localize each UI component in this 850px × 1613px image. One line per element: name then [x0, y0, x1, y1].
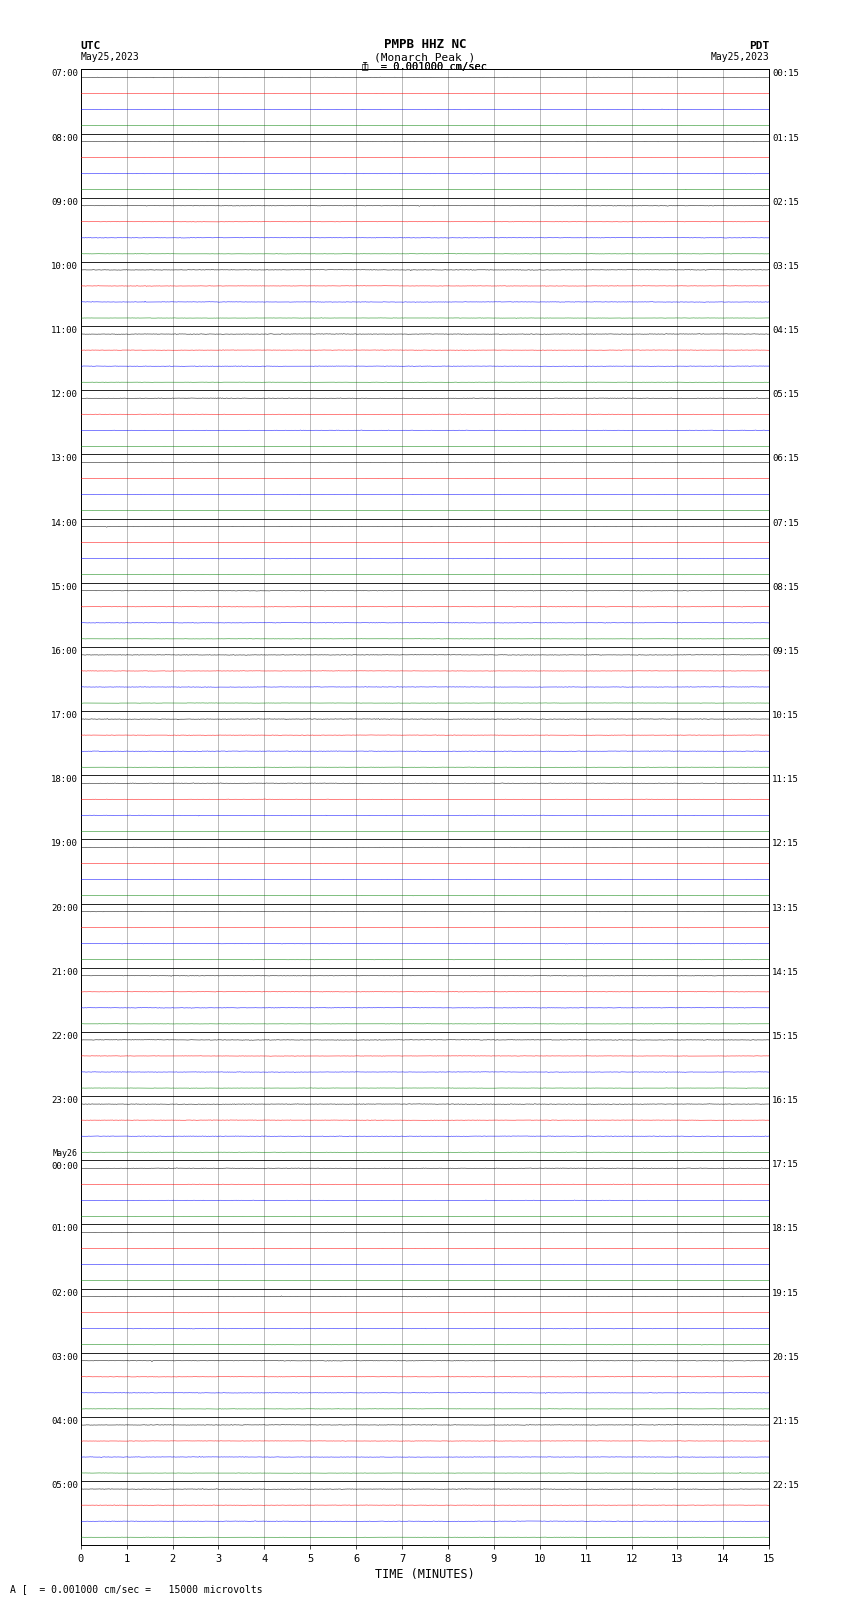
- Text: 17:00: 17:00: [51, 711, 78, 719]
- Text: 17:15: 17:15: [772, 1160, 799, 1169]
- Text: 15:00: 15:00: [51, 582, 78, 592]
- Text: 10:15: 10:15: [772, 711, 799, 719]
- Text: 04:15: 04:15: [772, 326, 799, 336]
- Text: 20:15: 20:15: [772, 1353, 799, 1361]
- Text: I  = 0.001000 cm/sec: I = 0.001000 cm/sec: [362, 61, 488, 71]
- Text: 04:00: 04:00: [51, 1416, 78, 1426]
- Text: □  = 0.001000 cm/sec: □ = 0.001000 cm/sec: [362, 61, 488, 71]
- Text: 08:15: 08:15: [772, 582, 799, 592]
- Text: 12:00: 12:00: [51, 390, 78, 398]
- Text: PDT: PDT: [749, 40, 769, 50]
- Text: 09:00: 09:00: [51, 198, 78, 206]
- Text: 08:00: 08:00: [51, 134, 78, 142]
- Text: 19:15: 19:15: [772, 1289, 799, 1297]
- Text: 01:15: 01:15: [772, 134, 799, 142]
- Text: 10:00: 10:00: [51, 261, 78, 271]
- Text: 00:00: 00:00: [51, 1161, 78, 1171]
- Text: 09:15: 09:15: [772, 647, 799, 656]
- Text: (Monarch Peak ): (Monarch Peak ): [374, 52, 476, 63]
- Text: 22:00: 22:00: [51, 1032, 78, 1040]
- Text: 14:00: 14:00: [51, 518, 78, 527]
- Text: 21:00: 21:00: [51, 968, 78, 977]
- Text: 07:15: 07:15: [772, 518, 799, 527]
- Text: 12:15: 12:15: [772, 839, 799, 848]
- Text: May25,2023: May25,2023: [81, 52, 139, 63]
- Text: 21:15: 21:15: [772, 1416, 799, 1426]
- Text: 03:00: 03:00: [51, 1353, 78, 1361]
- Text: 23:00: 23:00: [51, 1097, 78, 1105]
- Text: 20:00: 20:00: [51, 903, 78, 913]
- Text: 00:15: 00:15: [772, 69, 799, 79]
- Text: 19:00: 19:00: [51, 839, 78, 848]
- Text: 15:15: 15:15: [772, 1032, 799, 1040]
- Text: 18:00: 18:00: [51, 776, 78, 784]
- Text: 01:00: 01:00: [51, 1224, 78, 1234]
- Text: 02:00: 02:00: [51, 1289, 78, 1297]
- Text: 05:00: 05:00: [51, 1481, 78, 1490]
- Text: 14:15: 14:15: [772, 968, 799, 977]
- Text: 16:00: 16:00: [51, 647, 78, 656]
- Text: 07:00: 07:00: [51, 69, 78, 79]
- Text: 13:00: 13:00: [51, 455, 78, 463]
- Text: 11:15: 11:15: [772, 776, 799, 784]
- X-axis label: TIME (MINUTES): TIME (MINUTES): [375, 1568, 475, 1581]
- Text: 03:15: 03:15: [772, 261, 799, 271]
- Text: May26: May26: [53, 1148, 78, 1158]
- Text: May25,2023: May25,2023: [711, 52, 769, 63]
- Text: 22:15: 22:15: [772, 1481, 799, 1490]
- Text: 05:15: 05:15: [772, 390, 799, 398]
- Text: PMPB HHZ NC: PMPB HHZ NC: [383, 37, 467, 50]
- Text: 16:15: 16:15: [772, 1097, 799, 1105]
- Text: UTC: UTC: [81, 40, 101, 50]
- Text: 02:15: 02:15: [772, 198, 799, 206]
- Text: 18:15: 18:15: [772, 1224, 799, 1234]
- Text: A [  = 0.001000 cm/sec =   15000 microvolts: A [ = 0.001000 cm/sec = 15000 microvolts: [10, 1584, 263, 1594]
- Text: 06:15: 06:15: [772, 455, 799, 463]
- Text: 11:00: 11:00: [51, 326, 78, 336]
- Text: 13:15: 13:15: [772, 903, 799, 913]
